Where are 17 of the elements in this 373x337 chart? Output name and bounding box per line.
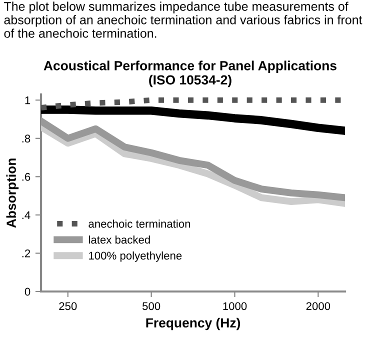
y-tick-label: 1: [25, 96, 30, 104]
x-tick-label: 500: [142, 302, 160, 310]
x-tick-label: 250: [59, 302, 77, 310]
text: The plot below summarizes impedance tube measurements of absorption of an anechoic termination and various fabrics in front of the anechoic termination.: [4, 2, 362, 38]
legend-label: latex backed: [88, 236, 150, 244]
x-tick-label: 2000: [306, 302, 330, 310]
y-tick-label: .2: [22, 249, 30, 258]
legend-label: 100% polyethylene: [89, 251, 182, 262]
y-tick-label: .4: [22, 211, 30, 219]
x-tick-label: 1000: [223, 302, 247, 310]
y-tick-label: .8: [22, 134, 30, 143]
y-axis-title: Absorption: [6, 158, 19, 228]
legend-label: anechoic termination: [88, 220, 190, 228]
y-tick-label: .6: [22, 172, 30, 181]
y-tick-label: 0: [24, 288, 30, 296]
chart-title: Acoustical Performance for Panel Applications (ISO 10534-2): [44, 60, 336, 88]
x-axis-title: Frequency (Hz): [146, 318, 240, 330]
